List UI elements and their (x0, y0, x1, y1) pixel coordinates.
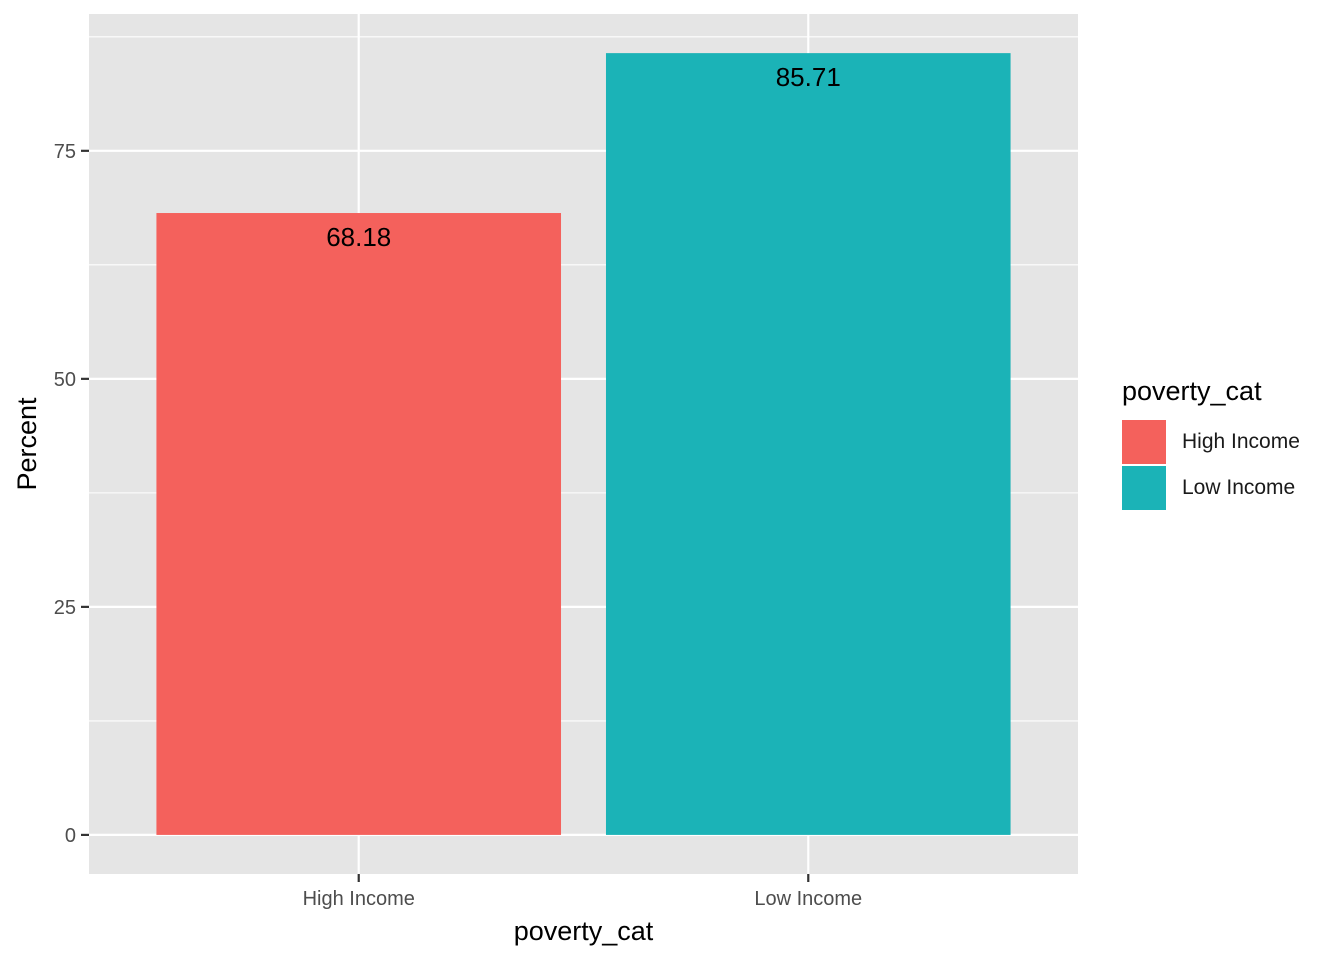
bars (156, 53, 1011, 835)
bar-label-high-income: 68.18 (326, 222, 391, 252)
legend-key-low-income (1122, 466, 1166, 510)
y-axis-title: Percent (12, 397, 42, 491)
legend-title: poverty_cat (1122, 376, 1262, 406)
legend: poverty_cat High Income Low Income (1122, 376, 1300, 511)
x-axis: High Income Low Income (303, 874, 862, 910)
y-tick-label: 75 (54, 141, 76, 163)
x-axis-title: poverty_cat (514, 916, 654, 946)
x-tick-label: Low Income (754, 888, 862, 910)
bar-value-labels: 68.18 85.71 (326, 62, 841, 252)
y-axis: 0 25 50 75 (54, 141, 89, 847)
legend-label-low-income: Low Income (1182, 476, 1296, 499)
legend-item-high-income: High Income (1122, 419, 1300, 465)
bar-high-income (156, 213, 562, 835)
y-tick-label: 50 (54, 369, 76, 391)
bar-label-low-income: 85.71 (776, 62, 841, 92)
legend-label-high-income: High Income (1182, 430, 1300, 453)
y-tick-label: 0 (65, 825, 76, 847)
bar-low-income (605, 53, 1011, 835)
x-tick-label: High Income (303, 888, 415, 910)
y-tick-label: 25 (54, 597, 76, 619)
legend-key-high-income (1122, 420, 1166, 464)
legend-item-low-income: Low Income (1122, 465, 1300, 511)
